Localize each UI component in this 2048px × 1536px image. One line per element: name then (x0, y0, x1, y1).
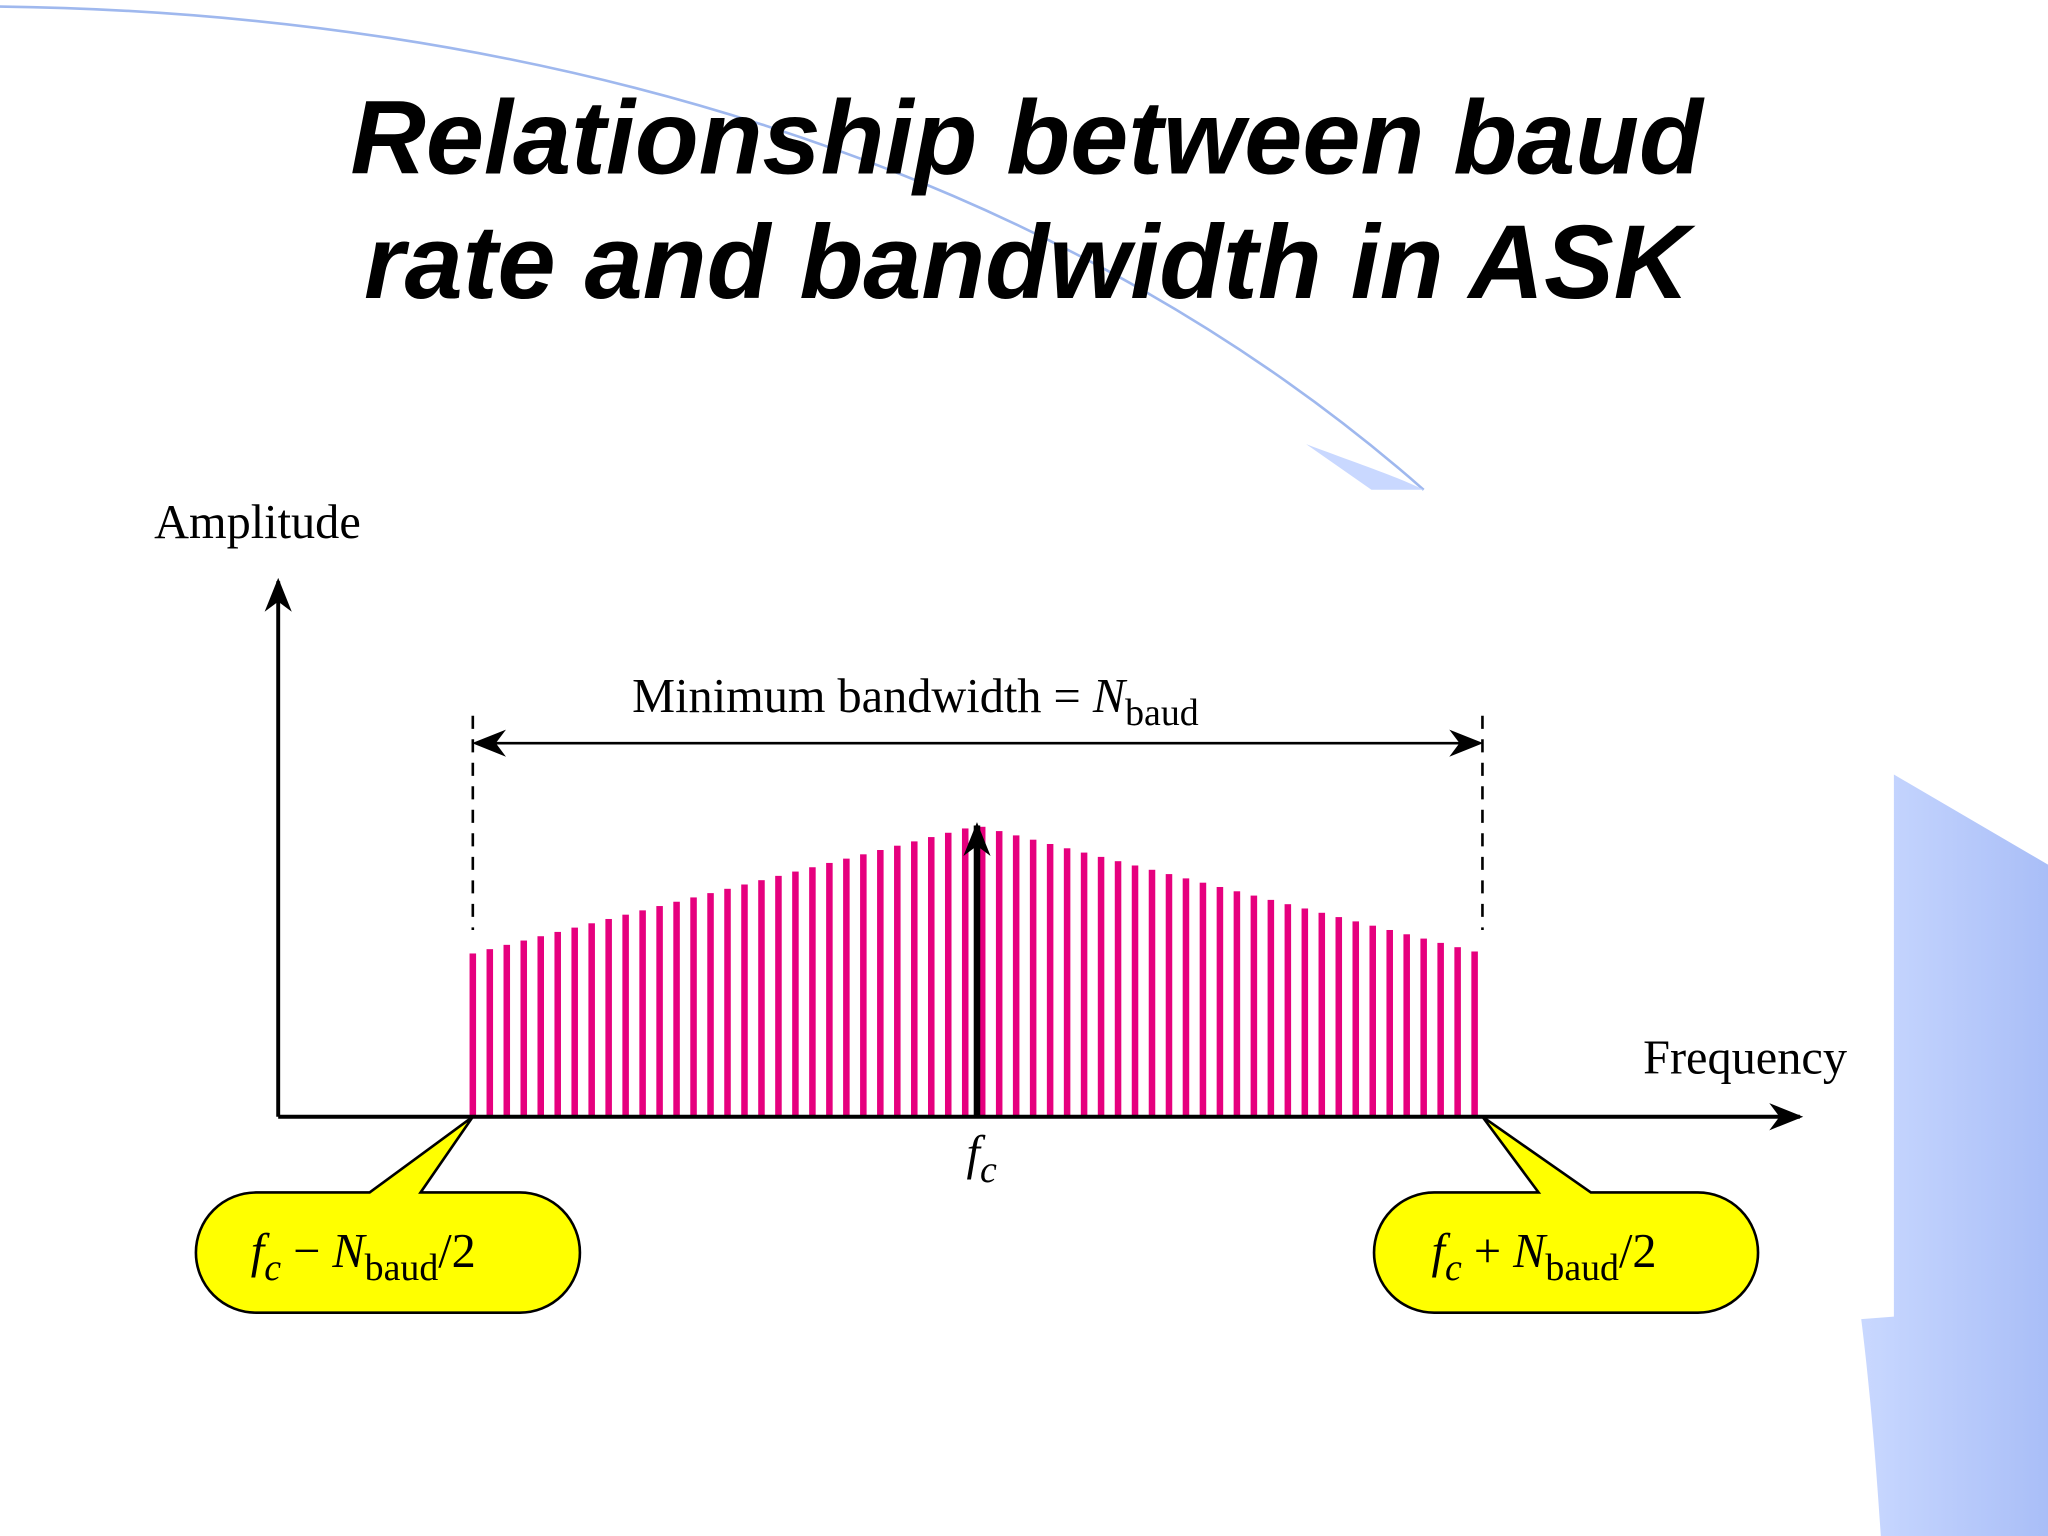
spectrum-line (622, 914, 629, 1117)
spectrum-line (707, 893, 714, 1117)
symbol: N (1512, 1225, 1548, 1278)
operator: − (281, 1225, 332, 1278)
spectrum-line (690, 897, 697, 1117)
spectrum-line (928, 837, 935, 1117)
spectrum-line (1046, 843, 1054, 1117)
spectrum-line (1284, 904, 1292, 1117)
spectrum-line (469, 953, 477, 1117)
spectrum-line (1012, 835, 1020, 1117)
subscript: baud (365, 1247, 439, 1289)
subscript: c (980, 1149, 997, 1191)
bandwidth-label: Minimum bandwidth = Nbaud (632, 670, 1199, 734)
decor-wedge (1306, 444, 1424, 490)
spectrum-line (1114, 861, 1122, 1117)
spectrum-line (961, 828, 969, 1117)
spectrum-line (1063, 848, 1071, 1117)
spectrum-line (1148, 869, 1156, 1117)
spectrum-line (656, 906, 663, 1117)
spectrum-line (911, 841, 918, 1117)
spectrum-line (1437, 942, 1444, 1117)
spectrum-line (758, 880, 765, 1117)
subscript: baud (1545, 1247, 1619, 1289)
decor-curve (0, 5, 1425, 491)
operator: + (1462, 1225, 1513, 1278)
spectrum-line (944, 832, 952, 1117)
spectrum-line (1420, 938, 1427, 1117)
spectrum-line (503, 944, 511, 1117)
spectrum-line (1182, 878, 1190, 1117)
spectrum-line (1352, 921, 1360, 1117)
spectrum-line (775, 875, 782, 1117)
spectrum-line (605, 918, 612, 1117)
symbol: N (331, 1225, 367, 1278)
spectrum-line (639, 910, 646, 1117)
spectrum-line (673, 901, 680, 1117)
spectrum-line (995, 831, 1003, 1117)
spectrum-line (809, 867, 816, 1117)
spectrum-line (571, 927, 578, 1117)
suffix: /2 (1619, 1225, 1657, 1278)
spectrum-line (860, 854, 867, 1117)
spectrum-line (588, 923, 595, 1117)
subscript: c (1445, 1247, 1462, 1289)
spectrum-line (1165, 874, 1173, 1117)
x-axis-label: Frequency (1643, 1032, 1847, 1085)
spectrum-line (792, 871, 799, 1117)
spectrum (469, 826, 1478, 1117)
spectrum-line (1250, 895, 1258, 1117)
spectrum-line (741, 884, 748, 1117)
spectrum-line (554, 931, 561, 1117)
center-label: fc (967, 1127, 997, 1191)
decor-panel (1861, 774, 2048, 1536)
spectrum-line (1369, 925, 1376, 1117)
spectrum-line (1267, 899, 1275, 1117)
spectrum-line (1335, 917, 1343, 1117)
left-callout (194, 1115, 582, 1314)
suffix: /2 (438, 1225, 476, 1278)
symbol: N (1092, 670, 1128, 723)
spectrum-line (537, 936, 544, 1117)
spectrum-line (1454, 947, 1461, 1117)
spectrum-line (1199, 882, 1207, 1117)
spectrum-line (1471, 951, 1478, 1117)
right-callout (1372, 1115, 1760, 1314)
spectrum-line (1216, 886, 1224, 1117)
spectrum-line (1080, 852, 1088, 1117)
spectrum-line (1301, 908, 1309, 1117)
spectrum-line (1029, 839, 1037, 1117)
spectrum-line (520, 940, 528, 1117)
spectrum-line (1318, 912, 1326, 1117)
title-line: Relationship between baud (350, 80, 1705, 197)
spectrum-line (843, 858, 850, 1117)
right-callout-label: fc + Nbaud/2 (1432, 1225, 1657, 1289)
spectrum-line (826, 862, 833, 1117)
spectrum-line (1131, 865, 1139, 1117)
spectrum-line (486, 949, 494, 1117)
text: Minimum bandwidth = (632, 670, 1093, 723)
subscript: c (264, 1247, 281, 1289)
spectrum-line (894, 845, 901, 1117)
spectrum-line (1097, 856, 1105, 1117)
subscript: baud (1125, 692, 1199, 734)
spectrum-line (877, 850, 884, 1117)
spectrum-line (1386, 929, 1393, 1117)
y-axis-label: Amplitude (154, 496, 361, 549)
spectrum-line (724, 888, 731, 1117)
spectrum-line (978, 826, 986, 1117)
title-line: rate and bandwidth in ASK (364, 204, 1696, 321)
spectrum-line (1233, 891, 1241, 1117)
spectrum-line (1403, 934, 1410, 1117)
left-callout-label: fc − Nbaud/2 (251, 1225, 476, 1289)
